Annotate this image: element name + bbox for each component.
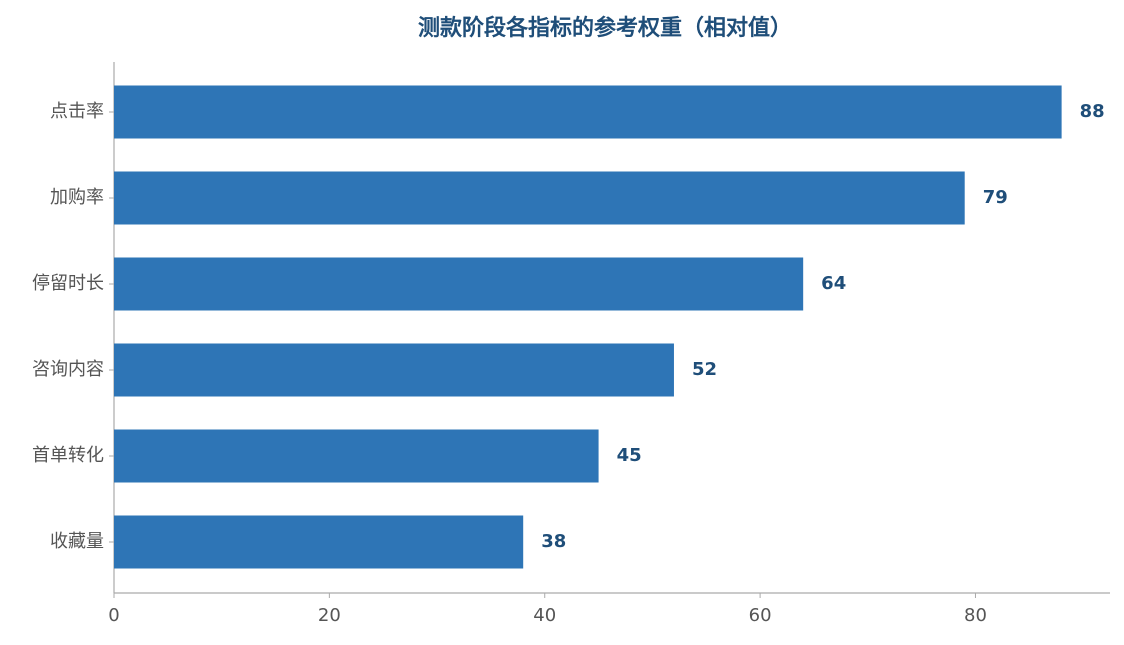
bar — [114, 171, 965, 225]
value-label: 64 — [821, 273, 846, 294]
y-tick-label: 咨询内容 — [32, 359, 104, 380]
x-tick-label: 40 — [533, 605, 556, 626]
bar — [114, 343, 674, 397]
x-tick-label: 60 — [749, 605, 772, 626]
x-tick-label: 20 — [318, 605, 341, 626]
bar — [114, 257, 804, 311]
chart-title: 测款阶段各指标的参考权重（相对值） — [418, 15, 792, 41]
bar — [114, 429, 599, 483]
value-label: 79 — [983, 187, 1008, 208]
x-tick-label: 80 — [964, 605, 987, 626]
y-tick-label: 点击率 — [50, 101, 104, 122]
y-tick-label: 停留时长 — [32, 273, 104, 294]
value-label: 38 — [541, 531, 566, 552]
y-tick-label: 加购率 — [50, 187, 104, 208]
value-label: 88 — [1080, 101, 1105, 122]
value-label: 52 — [692, 359, 717, 380]
y-tick-label: 收藏量 — [50, 531, 104, 552]
y-tick-label: 首单转化 — [32, 445, 104, 466]
value-label: 45 — [617, 445, 642, 466]
bar — [114, 515, 524, 569]
bar — [114, 85, 1062, 139]
x-tick-label: 0 — [108, 605, 119, 626]
